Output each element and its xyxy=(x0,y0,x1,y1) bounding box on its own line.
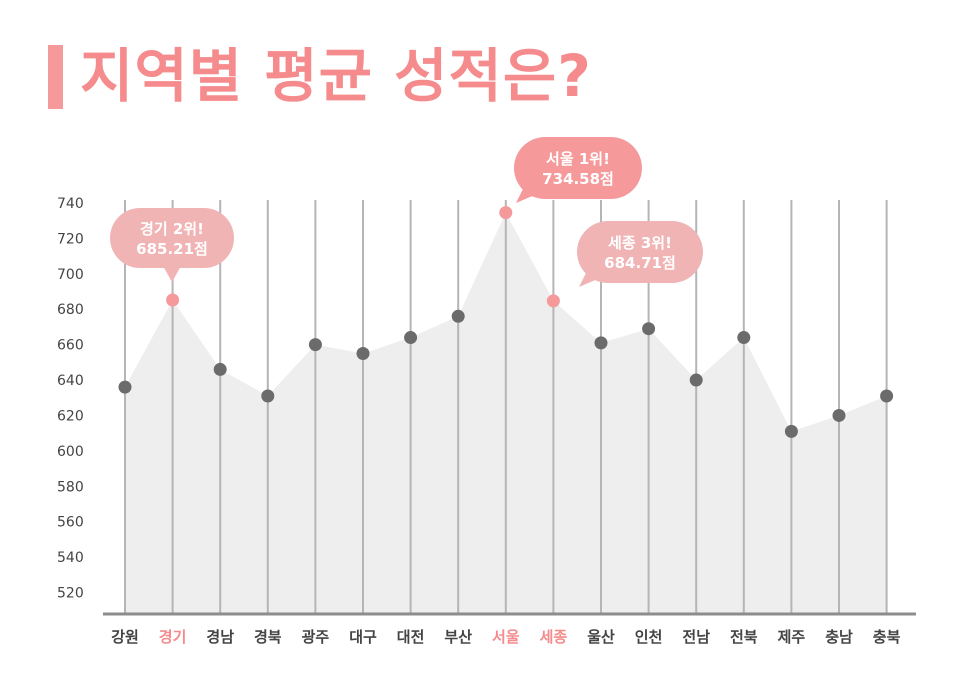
data-point-서울 xyxy=(499,206,513,220)
callout-pointer xyxy=(579,263,607,287)
x-tick-label-세종: 세종 xyxy=(540,628,568,646)
x-tick-label-강원: 강원 xyxy=(111,628,139,646)
page-title: 지역별 평균 성적은? xyxy=(80,42,592,110)
y-tick-label: 680 xyxy=(57,302,84,318)
x-tick-label-대전: 대전 xyxy=(397,628,425,646)
y-tick-label: 600 xyxy=(57,444,84,460)
y-tick-label: 640 xyxy=(57,373,84,389)
x-tick-label-인천: 인천 xyxy=(635,628,663,646)
callout-pointer xyxy=(163,266,181,282)
y-tick-label: 660 xyxy=(57,338,84,354)
data-point-경남 xyxy=(213,362,227,376)
callout-세종: 세종 3위! 684.71점 xyxy=(577,221,703,287)
y-tick-label: 700 xyxy=(57,267,84,283)
data-point-부산 xyxy=(451,309,465,323)
x-tick-label-서울: 서울 xyxy=(492,628,520,646)
y-tick-label: 740 xyxy=(57,196,84,212)
x-tick-label-전북: 전북 xyxy=(730,628,758,646)
y-tick-label: 720 xyxy=(57,231,84,247)
x-tick-label-울산: 울산 xyxy=(587,628,615,646)
x-tick-label-경기: 경기 xyxy=(159,628,187,646)
data-point-인천 xyxy=(642,322,656,336)
x-tick-label-광주: 광주 xyxy=(302,628,330,646)
callout-rank-label: 세종 3위! xyxy=(608,234,672,252)
x-tick-label-대구: 대구 xyxy=(349,628,377,646)
data-point-대전 xyxy=(404,331,418,345)
y-tick-label: 540 xyxy=(57,550,84,566)
data-point-경기 xyxy=(166,293,180,307)
data-point-전남 xyxy=(689,373,703,387)
title-accent-bar xyxy=(48,45,63,109)
x-tick-label-경남: 경남 xyxy=(206,628,234,646)
x-tick-label-충북: 충북 xyxy=(873,628,901,646)
callout-pointer xyxy=(516,179,544,203)
vertical-gridlines xyxy=(124,200,888,614)
x-axis-ticks: 강원 경기 경남 경북 광주 대구 대전 부산 서울 세종 울산 인천 전남 전북 제주 충남 충북 xyxy=(111,628,900,646)
callout-bubble xyxy=(577,221,703,283)
x-tick-label-경북: 경북 xyxy=(254,628,282,646)
data-point-울산 xyxy=(594,336,608,350)
x-tick-label-부산: 부산 xyxy=(444,628,472,646)
data-point-광주 xyxy=(308,338,322,352)
y-tick-label: 560 xyxy=(57,515,84,531)
callout-bubble xyxy=(110,208,234,268)
data-point-충북 xyxy=(880,389,894,403)
y-tick-label: 620 xyxy=(57,408,84,424)
x-tick-label-제주: 제주 xyxy=(778,628,806,646)
data-point-경북 xyxy=(261,389,275,403)
data-point-강원 xyxy=(118,380,132,394)
y-axis-ticks: 520 540 560 580 600 620 640 660 680 700 720 740 xyxy=(57,196,84,602)
data-point-세종 xyxy=(546,294,560,308)
callout-bubble xyxy=(514,137,642,199)
callout-rank-label: 서울 1위! xyxy=(546,150,610,168)
callout-서울: 서울 1위! 734.58점 xyxy=(514,137,642,203)
data-markers xyxy=(118,206,894,438)
x-tick-label-충남: 충남 xyxy=(825,628,853,646)
callout-score-label: 685.21점 xyxy=(136,240,208,258)
callout-score-label: 734.58점 xyxy=(542,170,614,188)
callout-score-label: 684.71점 xyxy=(604,254,676,272)
y-tick-label: 520 xyxy=(57,586,84,602)
callout-rank-label: 경기 2위! xyxy=(140,220,204,238)
x-tick-label-전남: 전남 xyxy=(682,628,710,646)
callout-경기: 경기 2위! 685.21점 xyxy=(110,208,234,282)
data-point-충남 xyxy=(832,408,846,422)
data-point-제주 xyxy=(784,424,798,438)
y-tick-label: 580 xyxy=(57,479,84,495)
data-point-대구 xyxy=(356,346,370,360)
data-point-전북 xyxy=(737,331,751,345)
